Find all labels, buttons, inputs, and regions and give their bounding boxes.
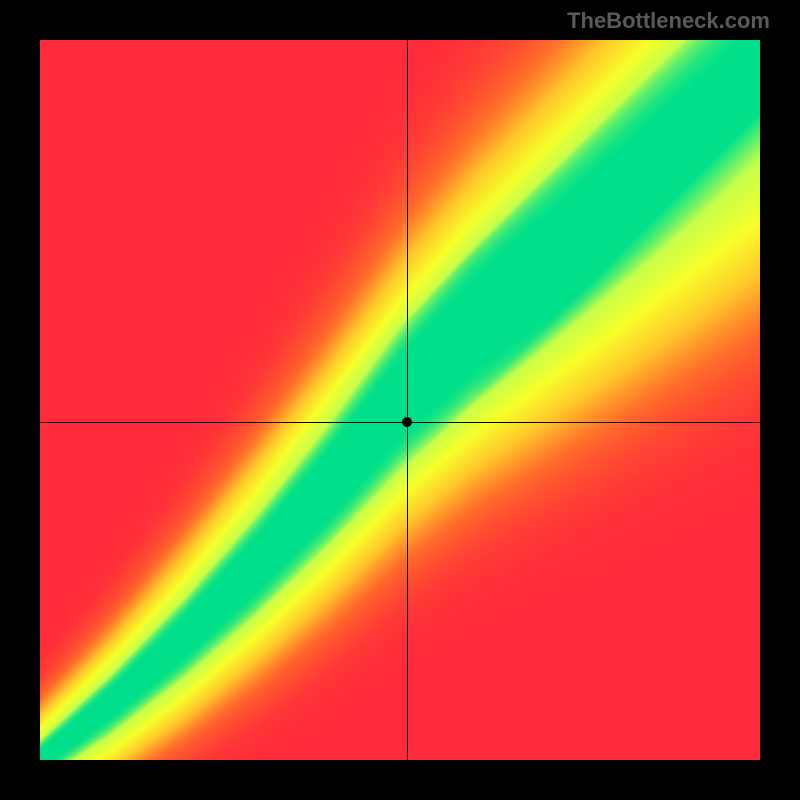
bottleneck-heatmap [40, 40, 760, 760]
watermark-text: TheBottleneck.com [567, 8, 770, 34]
crosshair-horizontal [40, 422, 760, 423]
crosshair-vertical [407, 40, 408, 760]
selection-marker [402, 417, 412, 427]
plot-area [40, 40, 760, 760]
